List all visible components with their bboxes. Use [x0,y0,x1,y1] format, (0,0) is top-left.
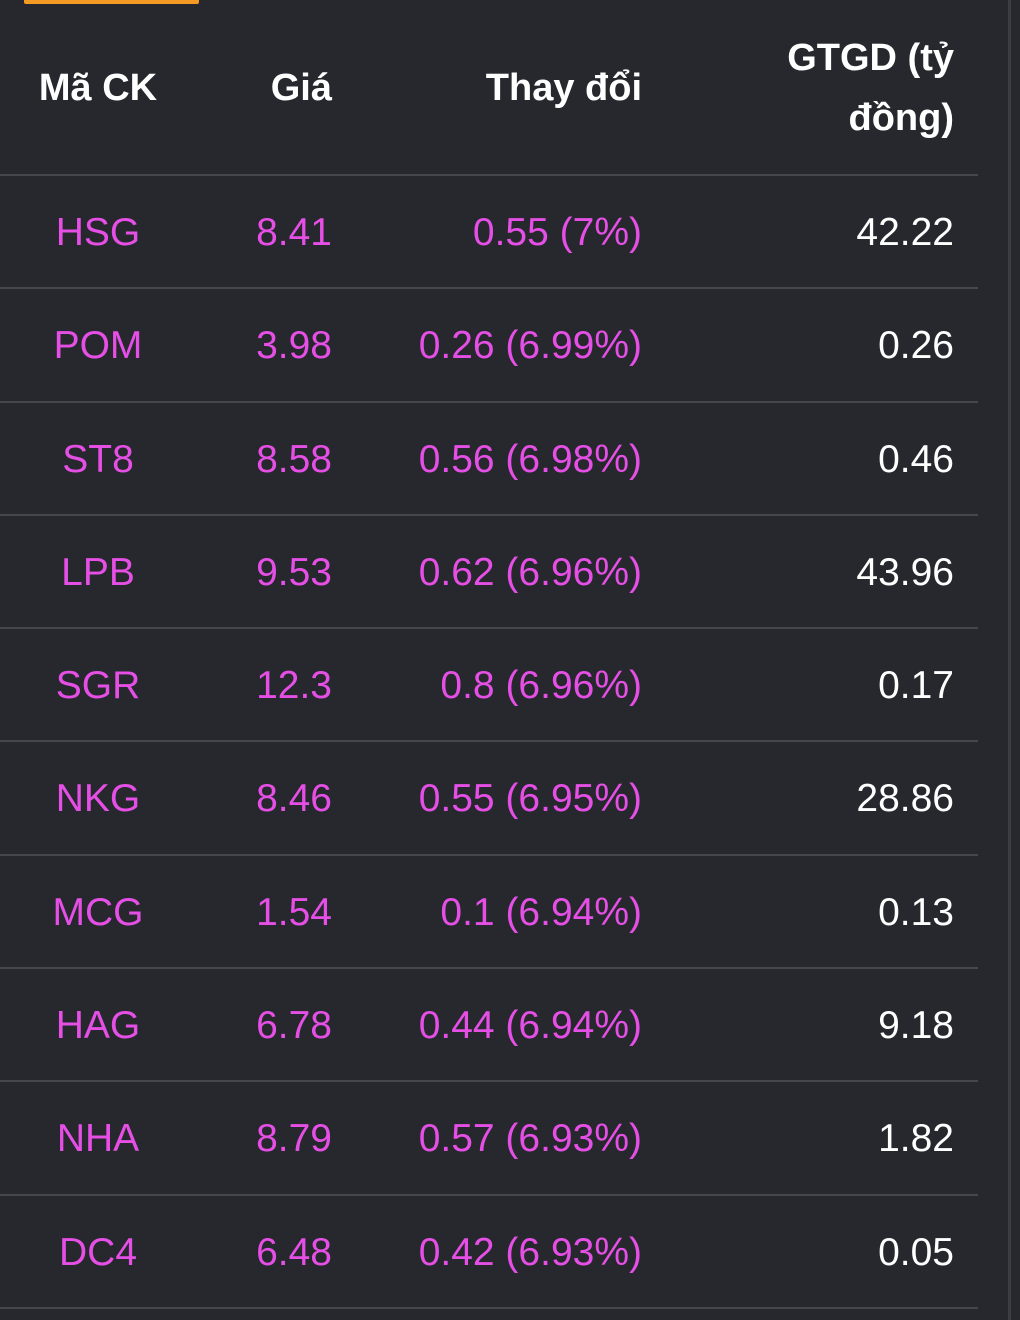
table-row[interactable]: NHA 8.79 0.57 (6.93%) 1.82 [0,1082,978,1196]
stock-price: 6.48 [256,1230,332,1274]
stock-change: 0.57 (6.93%) [418,1117,642,1161]
table-body: HSG 8.41 0.55 (7%) 42.22 POM 3.98 0.26 (… [0,176,978,1309]
stock-change: 0.42 (6.93%) [418,1230,642,1274]
stock-code[interactable]: DC4 [58,1230,138,1274]
header-change[interactable]: Thay đổi [485,67,642,109]
stock-trading-value: 9.18 [878,1004,954,1048]
stock-change: 0.55 (6.95%) [418,777,642,821]
stock-table: Mã CK Giá Thay đổi GTGD (tỷ đồng) HSG 8.… [0,0,978,1309]
stock-code[interactable]: ST8 [62,437,134,481]
table-row[interactable]: HAG 6.78 0.44 (6.94%) 9.18 [0,969,978,1083]
stock-code[interactable]: HSG [55,211,141,254]
stock-price: 8.46 [256,777,332,821]
stock-price: 8.79 [256,1117,332,1161]
stock-change: 0.8 (6.96%) [440,664,642,708]
table-row[interactable]: MCG 1.54 0.1 (6.94%) 0.13 [0,856,978,970]
stock-trading-value: 0.05 [878,1230,954,1274]
table-row[interactable]: DC4 6.48 0.42 (6.93%) 0.05 [0,1196,978,1309]
stock-code[interactable]: NKG [55,777,141,821]
stock-trading-value: 42.22 [856,211,954,254]
table-header: Mã CK Giá Thay đổi GTGD (tỷ đồng) [0,0,978,176]
stock-change: 0.62 (6.96%) [418,550,642,594]
stock-code[interactable]: MCG [52,890,144,934]
stock-price: 6.78 [256,1004,332,1048]
stock-code[interactable]: LPB [61,550,135,594]
scrollbar-track[interactable] [1008,0,1011,1320]
header-trading-value-line2: đồng) [848,97,954,139]
stock-price: 9.53 [256,550,332,594]
header-trading-value[interactable]: GTGD (tỷ đồng) [700,28,954,148]
active-tab-indicator [24,0,199,4]
stock-price: 3.98 [256,324,332,368]
stock-trading-value: 28.86 [856,777,954,821]
header-stock-code[interactable]: Mã CK [38,67,158,109]
table-row[interactable]: POM 3.98 0.26 (6.99%) 0.26 [0,289,978,403]
stock-trading-value: 1.82 [878,1117,954,1161]
stock-change: 0.55 (7%) [472,211,642,254]
table-row[interactable]: NKG 8.46 0.55 (6.95%) 28.86 [0,742,978,856]
stock-code[interactable]: NHA [56,1117,140,1161]
stock-price: 8.41 [256,211,332,254]
stock-change: 0.56 (6.98%) [418,437,642,481]
stock-trading-value: 0.13 [878,890,954,934]
stock-change: 0.1 (6.94%) [440,890,642,934]
table-row[interactable]: SGR 12.3 0.8 (6.96%) 0.17 [0,629,978,743]
stock-trading-value: 0.26 [878,324,954,368]
stock-trading-value: 43.96 [856,550,954,594]
stock-trading-value: 0.17 [878,664,954,708]
stock-code[interactable]: HAG [55,1004,141,1048]
stock-price: 1.54 [256,890,332,934]
stock-trading-value: 0.46 [878,437,954,481]
stock-code[interactable]: POM [53,324,143,368]
stock-change: 0.26 (6.99%) [418,324,642,368]
stock-price: 8.58 [256,437,332,481]
table-row[interactable]: HSG 8.41 0.55 (7%) 42.22 [0,176,978,290]
stock-change: 0.44 (6.94%) [418,1004,642,1048]
stock-code[interactable]: SGR [55,664,141,708]
table-row[interactable]: ST8 8.58 0.56 (6.98%) 0.46 [0,403,978,516]
stock-price: 12.3 [256,664,332,708]
table-row[interactable]: LPB 9.53 0.62 (6.96%) 43.96 [0,516,978,630]
header-trading-value-line1: GTGD (tỷ [787,37,954,79]
header-price[interactable]: Giá [270,67,332,109]
